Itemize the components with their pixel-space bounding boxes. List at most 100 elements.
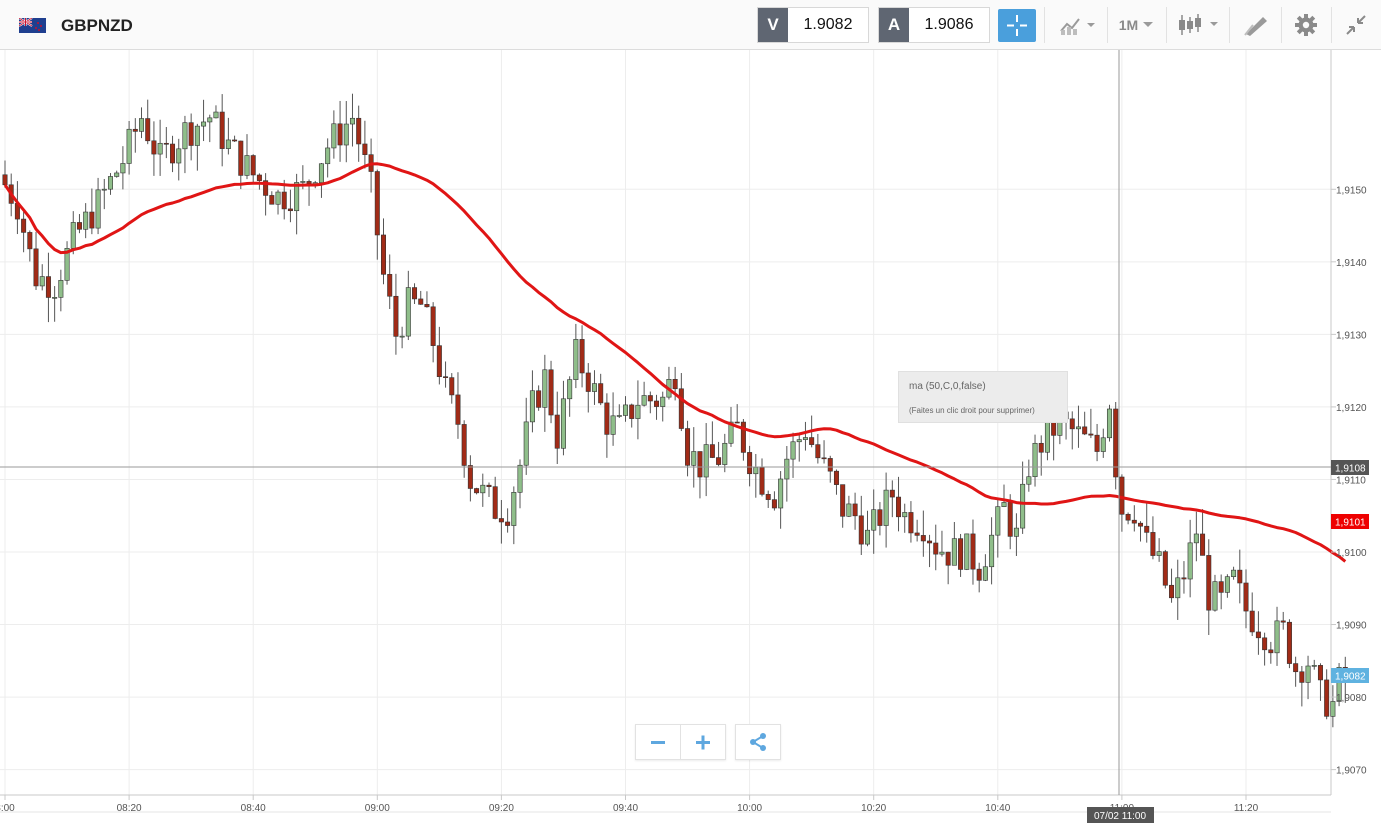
- candle-bearish: [858, 515, 864, 545]
- moving-average-line: [3, 162, 1347, 563]
- sell-label: V: [758, 8, 788, 42]
- candle-bullish: [939, 551, 945, 555]
- price-axis-labels: 1,9150 1,9140 1,9130 1,9120 1,9110 1,9100 1,90…: [1331, 185, 1367, 777]
- candle-bearish: [170, 143, 176, 164]
- candle-bearish: [1218, 581, 1224, 593]
- candle-bullish: [542, 369, 548, 408]
- drawing-tools-button[interactable]: [1234, 7, 1278, 43]
- time-tick-label: 8:00: [0, 803, 15, 814]
- toolbar: GBPNZD V 1.9082 A 1.9086 1M: [0, 0, 1381, 50]
- candle-bullish: [52, 297, 58, 299]
- price-tick-label: 1,9080: [1336, 693, 1367, 704]
- zoom-out-button[interactable]: [636, 725, 680, 759]
- candle-bearish: [163, 142, 169, 145]
- candle-bearish: [455, 394, 461, 425]
- chevron-down-icon: [1143, 22, 1154, 27]
- candle-bullish: [1212, 581, 1218, 611]
- current-price-label: 1,9082: [1335, 672, 1366, 683]
- collapse-button[interactable]: [1336, 7, 1376, 43]
- candle-bearish: [1299, 671, 1305, 683]
- candle-bullish: [107, 176, 113, 190]
- chart-type-icon: [1179, 14, 1218, 35]
- candle-bullish: [511, 492, 517, 526]
- price-tick-label: 1,9100: [1336, 548, 1367, 559]
- candle-bullish: [784, 458, 790, 480]
- time-tick-label: 10:20: [861, 803, 886, 814]
- candle-bullish: [1336, 667, 1342, 702]
- candle-bearish: [598, 383, 604, 404]
- time-tick-label: 08:20: [117, 803, 142, 814]
- candle-bullish: [703, 444, 709, 478]
- candle-bearish: [1237, 569, 1243, 584]
- crosshair-button[interactable]: [998, 9, 1036, 42]
- candle-bullish: [951, 538, 957, 566]
- candle-bearish: [287, 208, 293, 212]
- price-tick-label: 1,9110: [1336, 475, 1366, 486]
- price-tick-label: 1,9090: [1336, 621, 1367, 632]
- candle-bullish: [728, 421, 734, 444]
- time-tick-label: 09:00: [365, 803, 390, 814]
- share-button[interactable]: [735, 724, 781, 760]
- chart-type-button[interactable]: [1172, 7, 1224, 43]
- candle-bullish: [778, 478, 784, 509]
- candle-bullish: [846, 503, 852, 517]
- toolbar-divider: [1331, 7, 1332, 43]
- zoom-controls: [635, 724, 726, 760]
- candle-bearish: [1082, 426, 1088, 435]
- candle-bearish: [1007, 502, 1013, 537]
- candle-bearish: [145, 118, 151, 142]
- candle-bearish: [430, 306, 436, 346]
- candle-bearish: [337, 123, 343, 146]
- candle-bearish: [548, 369, 554, 416]
- settings-button[interactable]: [1286, 7, 1326, 43]
- timeframe-dropdown[interactable]: 1M: [1112, 7, 1162, 43]
- time-tick-label: 09:20: [489, 803, 514, 814]
- candle-bearish: [467, 465, 473, 489]
- toolbar-divider: [1229, 7, 1230, 43]
- instrument-symbol: GBPNZD: [61, 16, 133, 35]
- share-icon: [750, 733, 766, 751]
- minus-icon: [651, 741, 665, 744]
- candle-bearish: [852, 503, 858, 517]
- candle-bearish: [238, 140, 244, 176]
- candle-bearish: [809, 437, 815, 445]
- candle-bearish: [1200, 533, 1206, 556]
- candle-bearish: [629, 404, 635, 419]
- crosshair-price-tag: [1331, 460, 1369, 475]
- candle-bearish: [269, 195, 275, 205]
- candle-bearish: [654, 400, 660, 407]
- candle-bearish: [1169, 584, 1175, 599]
- sell-price-button[interactable]: V 1.9082: [757, 7, 869, 43]
- candle-bullish: [1274, 620, 1280, 654]
- candle-bearish: [132, 128, 138, 132]
- candle-bullish: [331, 123, 337, 149]
- candle-bearish: [474, 488, 480, 494]
- price-chart[interactable]: 1,9150 1,9140 1,9130 1,9120 1,9110 1,9100 1,90…: [0, 50, 1381, 827]
- candle-bearish: [263, 180, 269, 196]
- time-tick-label: 08:40: [241, 803, 266, 814]
- candle-bearish: [678, 388, 684, 429]
- zoom-in-button[interactable]: [681, 725, 725, 759]
- candle-bullish: [517, 464, 523, 493]
- buy-price-button[interactable]: A 1.9086: [878, 7, 990, 43]
- candle-bearish: [933, 542, 939, 555]
- candle-bullish: [641, 395, 647, 406]
- candle-bearish: [889, 489, 895, 498]
- candle-bearish: [45, 276, 51, 298]
- candle-bearish: [1243, 582, 1249, 612]
- gb-nz-flag-icon: [19, 18, 46, 33]
- candle-bullish: [902, 512, 908, 518]
- candle-bearish: [759, 467, 765, 495]
- candle-bullish: [864, 529, 870, 545]
- candle-bearish: [1138, 522, 1144, 527]
- candle-bearish: [76, 222, 82, 230]
- candle-bullish: [871, 509, 877, 531]
- candle-bullish: [70, 222, 76, 249]
- candle-bullish: [1106, 408, 1112, 439]
- candle-bearish: [647, 395, 653, 402]
- price-tick-label: 1,9130: [1336, 330, 1367, 341]
- candle-bearish: [188, 122, 194, 146]
- indicators-button[interactable]: [1052, 7, 1102, 43]
- candle-bullish: [176, 148, 182, 164]
- candle-bullish: [1311, 665, 1317, 667]
